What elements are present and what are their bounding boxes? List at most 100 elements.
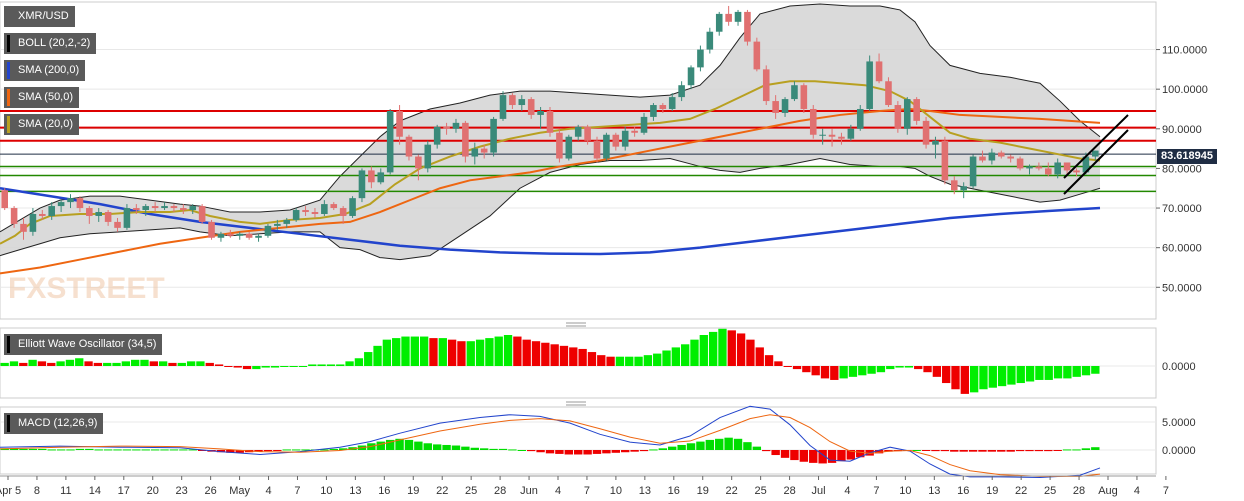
candle-body bbox=[255, 235, 262, 238]
watermark-fxstreet: FXSTREET bbox=[8, 272, 165, 305]
candle-body bbox=[894, 105, 902, 129]
x-tick-label: 4 bbox=[1134, 485, 1140, 497]
x-tick-label: 22 bbox=[436, 485, 448, 497]
x-tick-label: Jul bbox=[811, 485, 825, 497]
trend-channel-line bbox=[1063, 129, 1129, 195]
candle-body bbox=[744, 11, 751, 42]
ewo-bar bbox=[1035, 366, 1044, 380]
ewo-bar bbox=[308, 364, 317, 366]
candle-body bbox=[1092, 150, 1099, 157]
candle-body bbox=[650, 105, 657, 117]
macd-histogram-bar bbox=[1006, 450, 1015, 452]
macd-histogram-bar bbox=[611, 450, 621, 453]
ewo-bar bbox=[597, 355, 606, 366]
macd-histogram-bar bbox=[818, 450, 827, 464]
legend-boll[interactable]: BOLL (20,2,-2) bbox=[4, 33, 97, 54]
ewo-bar bbox=[662, 350, 671, 366]
ewo-bar bbox=[140, 359, 149, 366]
legend-xmrusd[interactable]: XMR/USD bbox=[4, 6, 75, 27]
macd-histogram-bar bbox=[376, 441, 385, 450]
x-tick-label: 10 bbox=[320, 485, 332, 497]
macd-histogram-bar bbox=[169, 449, 179, 451]
ewo-bar bbox=[84, 361, 93, 366]
candle-body bbox=[170, 206, 178, 209]
macd-histogram-bar bbox=[113, 449, 122, 451]
candle-body bbox=[349, 198, 356, 216]
macd-histogram-bar bbox=[921, 450, 931, 451]
macd-histogram-bar bbox=[517, 450, 526, 451]
candle-body bbox=[574, 126, 582, 137]
candle-body bbox=[612, 134, 620, 147]
macd-histogram-bar bbox=[874, 450, 884, 454]
macd-histogram-bar bbox=[442, 444, 451, 450]
ewo-bar bbox=[121, 361, 131, 366]
x-tick-label: 10 bbox=[610, 485, 622, 497]
ewo-bar bbox=[1072, 366, 1081, 377]
ewo-bar bbox=[242, 366, 252, 370]
ewo-bar bbox=[1025, 366, 1035, 382]
candle-body bbox=[866, 61, 873, 109]
legend-sma200[interactable]: SMA (200,0) bbox=[4, 60, 86, 81]
legend-sma50[interactable]: SMA (50,0) bbox=[4, 87, 80, 108]
legend-sma20[interactable]: SMA (20,0) bbox=[4, 114, 80, 135]
candle-body bbox=[791, 85, 798, 100]
macd-histogram-bar bbox=[771, 450, 780, 456]
macd-histogram-bar bbox=[197, 450, 207, 451]
x-tick-label: 16 bbox=[378, 485, 390, 497]
macd-histogram-bar bbox=[555, 450, 564, 454]
legend-macd[interactable]: MACD (12,26,9) bbox=[4, 413, 104, 434]
candle-body bbox=[997, 152, 1005, 157]
ewo-bar bbox=[718, 328, 727, 366]
candle-body bbox=[1035, 166, 1043, 169]
y-tick-label: 70.0000 bbox=[1162, 203, 1202, 215]
macd-histogram-bar bbox=[686, 443, 696, 450]
x-tick-label: 11 bbox=[60, 485, 71, 497]
candle-body bbox=[762, 69, 770, 102]
candle-body bbox=[518, 99, 526, 106]
macd-histogram-bar bbox=[1091, 447, 1100, 450]
x-tick-label: 16 bbox=[668, 485, 680, 497]
legend-ewo[interactable]: Elliott Wave Oscillator (34,5) bbox=[4, 334, 163, 355]
macd-histogram-bar bbox=[931, 450, 940, 452]
candle-body bbox=[527, 99, 535, 115]
ewo-bar bbox=[317, 364, 326, 366]
ewo-bar bbox=[1007, 366, 1016, 385]
macd-histogram-bar bbox=[987, 450, 997, 452]
candle-body bbox=[546, 110, 554, 133]
ewo-bar bbox=[149, 361, 158, 366]
x-tick-label: 25 bbox=[755, 485, 767, 497]
candle-body bbox=[198, 206, 206, 222]
ewo-bar bbox=[951, 366, 960, 390]
ewo-bar bbox=[550, 344, 559, 366]
ewo-bar bbox=[186, 361, 196, 366]
candle-body bbox=[227, 233, 234, 236]
ewo-bar bbox=[979, 366, 988, 390]
candle-body bbox=[274, 223, 281, 226]
ewo-bar bbox=[56, 361, 65, 366]
macd-histogram-bar bbox=[235, 450, 244, 453]
macd-histogram-bar bbox=[564, 450, 574, 455]
candle-body bbox=[180, 208, 187, 211]
legend-swatch bbox=[7, 62, 10, 79]
macd-histogram-bar bbox=[780, 450, 790, 458]
macd-histogram-bar bbox=[404, 439, 414, 450]
macd-histogram-bar bbox=[762, 450, 771, 452]
ewo-bar bbox=[783, 366, 792, 367]
ewo-bar bbox=[224, 366, 233, 367]
macd-histogram-bar bbox=[263, 450, 273, 452]
macd-histogram-bar bbox=[837, 450, 846, 462]
ewo-bar bbox=[65, 359, 75, 366]
ewo-bar bbox=[196, 361, 205, 366]
candle-body bbox=[161, 206, 168, 209]
x-tick-label: 8 bbox=[34, 485, 40, 497]
macd-histogram-bar bbox=[479, 448, 489, 450]
macd-histogram-bar bbox=[583, 450, 592, 455]
ewo-bar bbox=[820, 366, 830, 379]
candle-body bbox=[151, 206, 159, 209]
macd-histogram-bar bbox=[743, 442, 752, 450]
ewo-bar bbox=[438, 338, 447, 366]
candle-body bbox=[424, 144, 432, 169]
ewo-bar bbox=[354, 358, 364, 366]
ewo-bar bbox=[168, 362, 177, 366]
